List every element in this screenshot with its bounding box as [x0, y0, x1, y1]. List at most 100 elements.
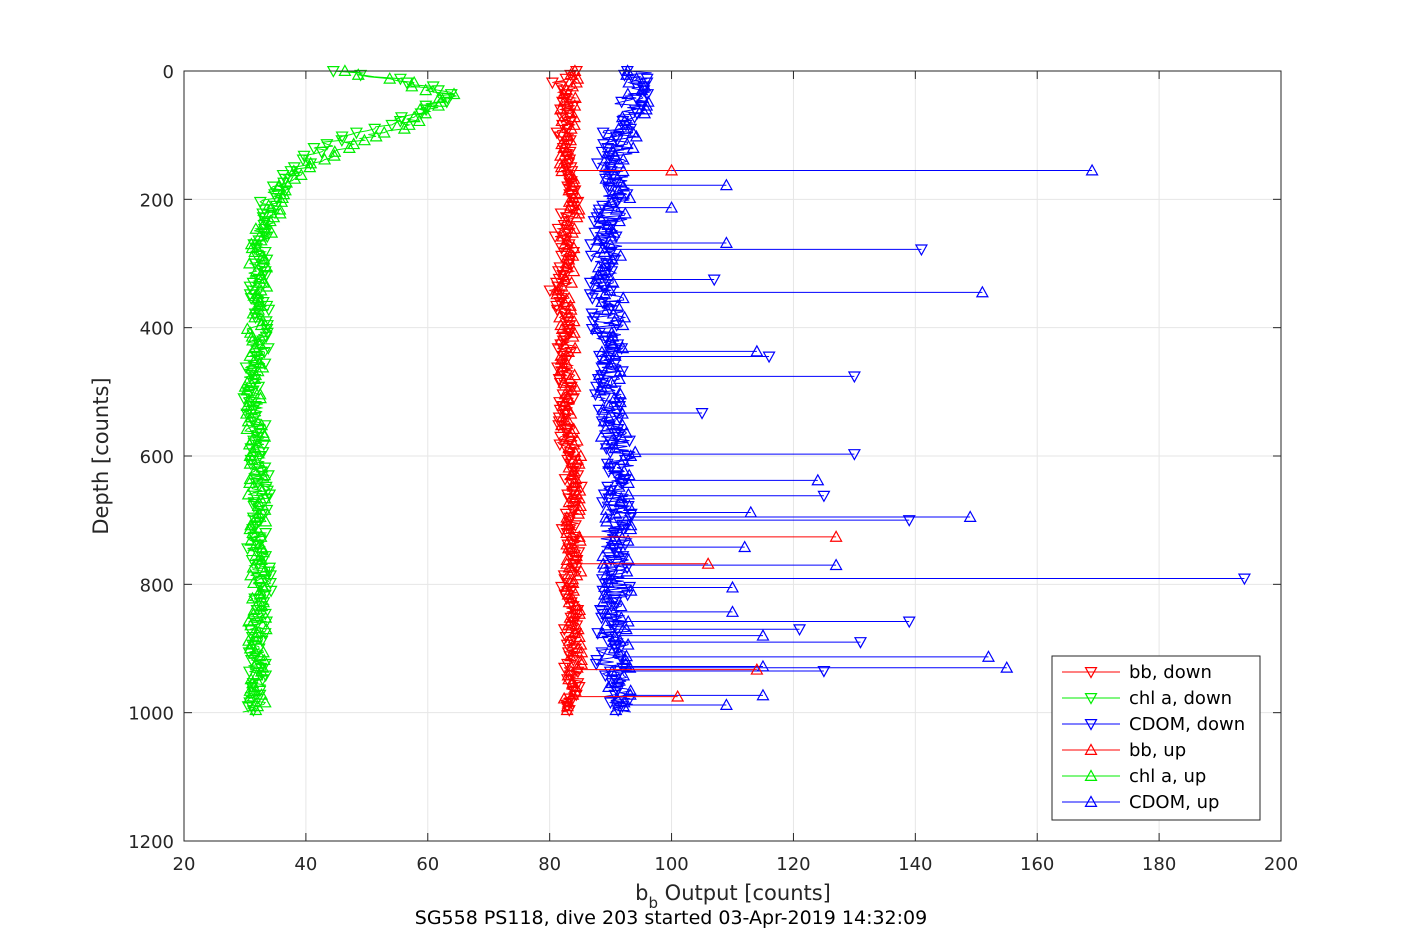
data-point [554, 160, 568, 173]
spike-point [695, 408, 709, 420]
data-point [616, 179, 630, 192]
data-point [596, 608, 610, 621]
data-point [573, 603, 587, 616]
data-point [594, 430, 608, 442]
x-tick-label: 120 [776, 854, 810, 875]
data-point [244, 568, 258, 581]
data-point [609, 558, 623, 571]
data-point [621, 533, 635, 546]
data-point [369, 129, 383, 142]
legend-label: CDOM, up [1129, 792, 1219, 813]
spike-point [1237, 573, 1251, 586]
data-point [567, 476, 581, 488]
data-point [568, 626, 582, 639]
data-point [259, 527, 273, 540]
spike-point [762, 351, 776, 364]
data-point [562, 441, 576, 454]
data-point [605, 266, 619, 278]
data-point [251, 302, 265, 315]
data-point [612, 183, 626, 196]
data-point [556, 389, 570, 402]
data-point [431, 85, 445, 97]
data-point [615, 96, 629, 109]
data-point [551, 362, 565, 375]
data-point [246, 526, 260, 539]
data-point [614, 610, 628, 623]
y-tick-label: 800 [140, 575, 174, 596]
data-point [589, 658, 603, 671]
data-point [608, 391, 622, 404]
data-point [612, 122, 626, 134]
data-point [560, 526, 574, 539]
data-point [262, 566, 276, 579]
data-point [393, 116, 407, 128]
data-point [599, 510, 613, 523]
y-axis-label: Depth [counts] [89, 377, 113, 534]
data-point [611, 299, 625, 311]
data-point [561, 618, 575, 631]
data-point [596, 127, 610, 140]
data-point [240, 383, 254, 396]
data-point [263, 578, 277, 590]
data-point [368, 123, 382, 136]
data-point [566, 329, 580, 342]
data-point [253, 196, 267, 209]
data-point [608, 168, 622, 180]
spike-point [975, 285, 989, 298]
legend-entry: chl a, up [1062, 766, 1206, 787]
data-point [624, 508, 638, 521]
data-point [617, 668, 631, 681]
x-tick-label: 160 [1020, 854, 1054, 875]
data-point [604, 356, 618, 369]
data-point [569, 545, 583, 558]
data-point [560, 356, 574, 369]
data-point [561, 541, 575, 554]
data-point [256, 335, 270, 348]
data-point [253, 572, 267, 585]
legend-label: chl a, down [1129, 688, 1232, 709]
legend-marker [1084, 666, 1098, 679]
data-point [568, 445, 582, 458]
data-point [568, 680, 583, 693]
data-point [249, 657, 263, 669]
data-point [567, 264, 581, 277]
data-point [555, 279, 569, 292]
data-point [554, 349, 568, 361]
x-axis-label-subscript: b [648, 894, 658, 912]
data-point [596, 549, 610, 562]
data-point [572, 202, 586, 215]
y-tick-label: 200 [140, 190, 174, 211]
data-point [575, 645, 589, 658]
data-point [608, 530, 622, 542]
data-point [303, 160, 317, 173]
data-point [566, 480, 580, 492]
data-point [294, 168, 308, 180]
data-point [617, 464, 631, 477]
data-point [385, 119, 399, 132]
data-point [251, 291, 265, 304]
data-point [273, 202, 287, 215]
data-point [596, 595, 610, 608]
data-point [622, 499, 636, 512]
data-point [601, 541, 615, 554]
data-point [407, 110, 421, 123]
spike-point [847, 449, 861, 461]
data-point [568, 91, 582, 103]
data-point [601, 199, 615, 211]
y-tick-label: 600 [140, 447, 174, 468]
data-point [253, 557, 267, 569]
data-point [624, 449, 638, 461]
data-point [624, 518, 638, 531]
data-point [607, 641, 621, 654]
data-point [612, 526, 626, 539]
data-point [256, 249, 270, 261]
x-tick-label: 60 [416, 854, 439, 875]
data-point [255, 483, 269, 496]
spike-point [725, 580, 740, 593]
data-point [638, 106, 652, 119]
data-point [556, 96, 570, 109]
data-point [640, 73, 654, 86]
data-point [622, 435, 636, 448]
data-point [612, 480, 626, 492]
data-point [595, 295, 609, 307]
